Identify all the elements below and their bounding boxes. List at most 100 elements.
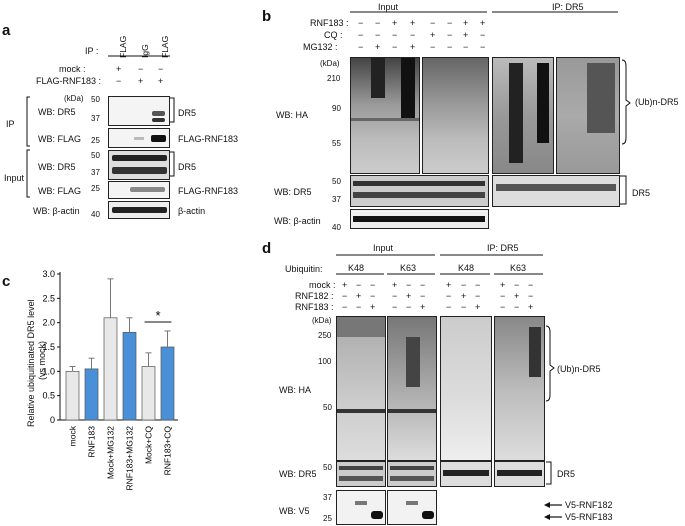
sign: + [342,280,348,290]
sign: + [356,291,362,301]
rnf183-row-label: RNF183 : [310,18,349,28]
marker-25: 25 [91,184,100,193]
sign: + [158,76,164,86]
rnf183-row-label: RNF183 : [295,302,334,312]
band-label-flag-rnf183: FLAG-RNF183 [178,134,239,144]
blot-d-ip-ha-k48 [440,316,492,461]
x-tick-label: RNF183+MG132 [125,426,135,491]
marker-50: 50 [91,151,100,160]
marker-50: 50 [323,403,332,412]
sign: − [370,280,376,290]
panel-c-label: c [2,273,11,290]
sign: − [356,280,362,290]
band-label-dr5: DR5 [178,108,197,118]
y-tick-label: 2.5 [42,293,55,303]
sign: − [480,42,486,52]
blot-d-ip-dr5-k63 [494,461,545,487]
sign: − [420,280,426,290]
band-label-actin: β-actin [178,206,206,216]
sign: − [358,42,364,52]
x-tick-label: RNF183 [87,426,97,458]
input-group-label: Input [4,173,25,183]
marker-55: 55 [332,139,341,148]
marker-40: 40 [332,223,341,232]
panel-b-label: b [262,8,272,25]
bracket [170,97,175,123]
sign: + [420,302,426,312]
marker-210: 210 [327,74,341,83]
x-tick-label: Mock+CQ [144,426,154,464]
sign: + [463,30,469,40]
bracket [26,96,30,147]
ip-dr5-header: IP: DR5 [487,243,519,253]
blot-b-input-dr5 [350,175,489,207]
arrow-head [544,514,550,520]
blot-d-input-dr5-k63 [387,461,437,487]
marker-90: 90 [332,104,341,113]
sign: − [500,302,506,312]
wb-dr5-label: WB: DR5 [38,107,76,117]
v5-rnf182-label: V5-RNF182 [565,500,613,510]
wb-ha-label: WB: HA [276,110,309,120]
marker-25: 25 [323,514,332,523]
group-k63: K63 [510,263,527,273]
kda-label: (kDa) [312,316,332,325]
sign: − [528,280,534,290]
x-tick-label: RNF183+CQ [163,426,173,476]
sign: + [410,42,416,52]
sign: + [406,291,412,301]
sign: + [430,30,436,40]
bracket [170,151,175,177]
sign: − [446,302,452,312]
sign: + [475,302,481,312]
marker-50: 50 [91,95,100,104]
group-k48: K48 [458,263,475,273]
marker-50: 50 [332,177,341,186]
y-tick-label: 0.5 [42,391,55,401]
sign: + [116,64,122,74]
mg132-row-label: MG132 : [303,42,338,52]
y-tick-label: 2.0 [42,318,55,328]
blot-a-actin [108,201,170,219]
sign: − [392,30,398,40]
blot-a-ip-flag [108,128,170,148]
sign: + [446,280,452,290]
flag-rnf183-row-label: FLAG-RNF183 : [36,76,102,86]
sign: − [392,302,398,312]
sign: − [447,30,453,40]
sign: + [514,291,520,301]
sign: + [375,42,381,52]
sign: − [406,280,412,290]
marker-40: 40 [91,210,100,219]
band-label-flag-rnf183: FLAG-RNF183 [178,186,239,196]
sign: − [392,291,398,301]
blot-d-ip-dr5-k48 [440,461,492,487]
significance-star: * [155,308,160,323]
sign: + [392,280,398,290]
sign: − [447,42,453,52]
ub-dr5-label: (Ub)n-DR5 [635,97,679,107]
mock-row-label: mock : [309,280,336,290]
sign: + [480,18,486,28]
bracket [546,461,552,485]
y-tick-label: 1.5 [42,342,55,352]
marker-50: 50 [323,463,332,472]
ip-dr5-header: IP: DR5 [552,2,584,12]
wb-dr5-label: WB: DR5 [38,162,76,172]
blot-b-input-ha-2 [422,57,489,174]
sign: − [370,291,376,301]
sign: − [138,64,144,74]
sign: + [138,76,144,86]
blot-d-input-dr5-k48 [336,461,386,487]
ubiquitin-label: Ubiquitin: [285,264,323,274]
sign: + [370,302,376,312]
blot-a-ip-dr5 [108,96,170,126]
sign: − [514,302,520,312]
panel-d-label: d [262,240,272,257]
sign: + [463,18,469,28]
blot-b-ip-ha-2 [556,57,620,174]
sign: − [463,42,469,52]
sign: − [375,30,381,40]
kda-label: (kDa) [64,94,84,103]
